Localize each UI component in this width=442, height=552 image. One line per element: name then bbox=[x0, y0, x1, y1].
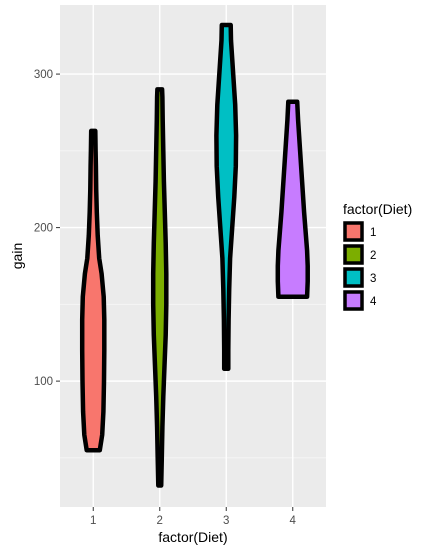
violin-diet-4 bbox=[275, 99, 310, 299]
x-tick-label: 3 bbox=[223, 515, 229, 527]
y-tick-label: 300 bbox=[34, 69, 53, 81]
y-tick-label: 200 bbox=[34, 223, 53, 235]
x-tick-label: 2 bbox=[157, 515, 163, 527]
violin-diet-1 bbox=[79, 128, 107, 453]
legend-key-1 bbox=[343, 221, 364, 242]
legend: 1 2 3 4 bbox=[343, 221, 377, 311]
x-tick-label: 1 bbox=[90, 515, 96, 527]
y-tick-label: 100 bbox=[34, 376, 53, 388]
legend-key-2 bbox=[343, 244, 364, 265]
legend-label-1: 1 bbox=[370, 227, 376, 239]
legend-key-3 bbox=[343, 267, 364, 288]
legend-title: factor(Diet) bbox=[343, 201, 412, 217]
legend-label-3: 3 bbox=[370, 273, 376, 285]
x-tick-label: 4 bbox=[290, 515, 297, 527]
violin-diet-2 bbox=[150, 87, 169, 488]
axes: 100 200 300 1 2 3 4 bbox=[34, 69, 297, 527]
legend-label-4: 4 bbox=[370, 296, 377, 308]
violins bbox=[79, 22, 310, 488]
legend-key-4 bbox=[343, 290, 364, 311]
violin-diet-3 bbox=[214, 22, 239, 372]
y-axis-title: gain bbox=[9, 243, 25, 269]
legend-label-2: 2 bbox=[370, 250, 376, 262]
x-axis-title: factor(Diet) bbox=[158, 529, 227, 545]
